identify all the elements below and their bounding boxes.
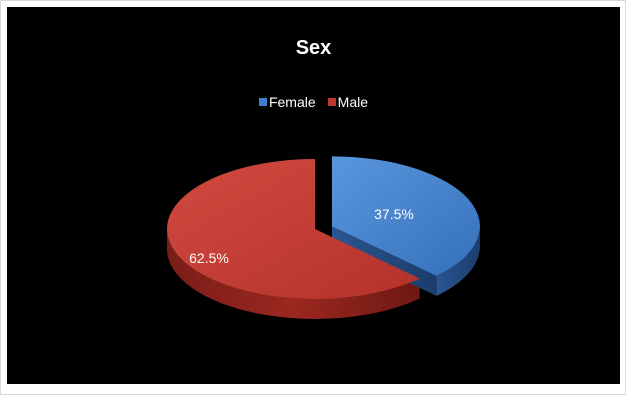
chart-legend: Female Male xyxy=(7,94,620,110)
data-label-female: 37.5% xyxy=(374,206,414,222)
pie-slice-female-side xyxy=(436,226,480,296)
chart-area: Sex Female Male xyxy=(7,7,620,384)
data-label-male: 62.5% xyxy=(189,250,229,266)
pie-slice-male xyxy=(167,159,420,300)
pie-slice-female xyxy=(331,156,480,276)
pie-chart: 37.5% 62.5% xyxy=(167,156,480,319)
legend-item-female: Female xyxy=(258,94,316,110)
legend-item-male: Male xyxy=(327,94,369,110)
pie-slice-male-side xyxy=(167,229,420,319)
legend-label-male: Male xyxy=(337,94,369,110)
legend-swatch-male xyxy=(327,98,336,106)
legend-label-female: Female xyxy=(268,94,316,110)
legend-swatch-female xyxy=(258,98,267,106)
chart-title: Sex xyxy=(295,37,332,59)
